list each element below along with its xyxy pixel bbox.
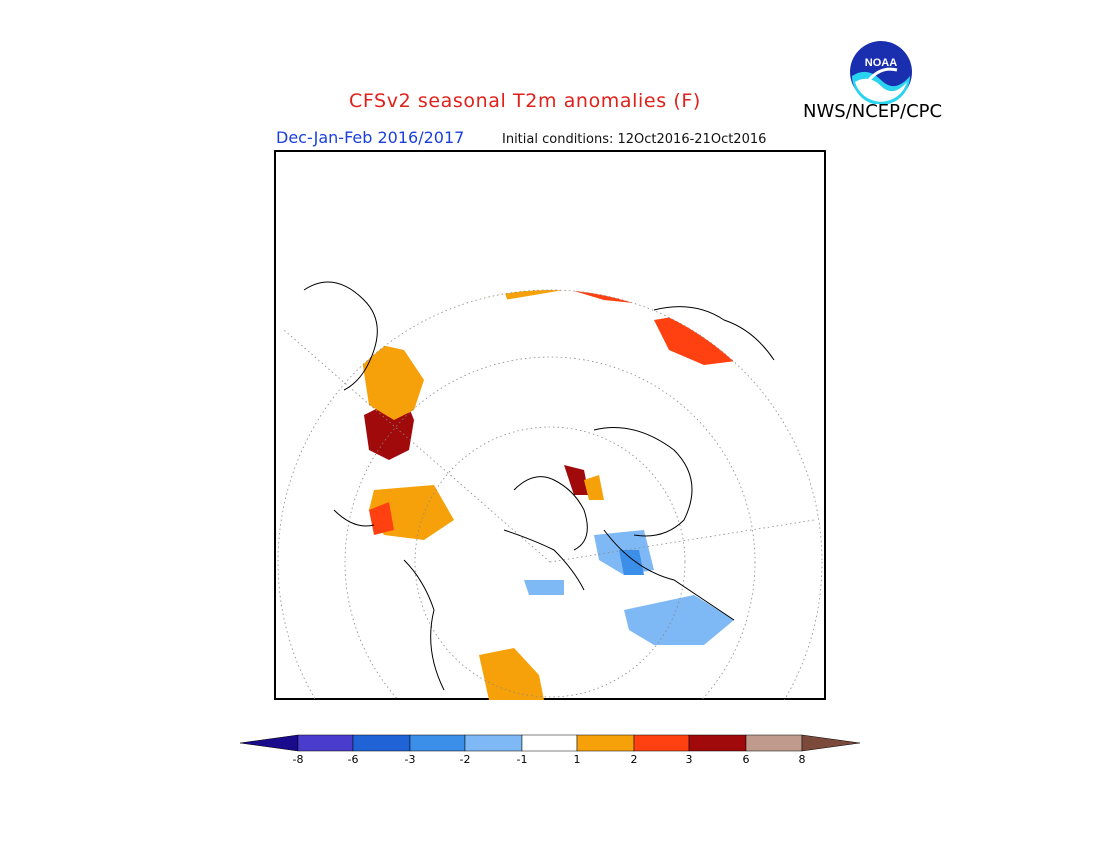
anomaly-region-pacific	[479, 648, 544, 700]
colorbar-tick: -1	[516, 753, 528, 766]
chart-title: CFSv2 seasonal T2m anomalies (F)	[349, 90, 701, 112]
logo-text: NOAA	[865, 57, 897, 69]
colorbar-tick: 1	[573, 753, 581, 766]
anomaly-region-greenland-small-2	[584, 475, 604, 500]
colorbar-tick: 2	[630, 753, 638, 766]
colorbar-bin	[576, 734, 635, 752]
anomaly-region-europe-red	[369, 502, 394, 535]
colorbar-bin	[633, 734, 690, 752]
colorbar-bin	[464, 734, 523, 752]
colorbar-tick: -3	[404, 753, 416, 766]
noaa-logo-icon: NOAA	[850, 41, 912, 104]
colorbar-tick: 3	[685, 753, 693, 766]
colorbar-bin	[745, 734, 803, 752]
colorbar-tick: 6	[742, 753, 750, 766]
colorbar-tick: -8	[292, 753, 304, 766]
colorbar-arrow-right	[801, 734, 861, 752]
anomaly-region-blue-4	[524, 580, 564, 595]
colorbar-tick: -6	[347, 753, 359, 766]
graticule	[277, 289, 823, 700]
colorbar-tick: -2	[459, 753, 471, 766]
colorbar	[239, 734, 861, 752]
season-label: Dec-Jan-Feb 2016/2017	[276, 128, 465, 147]
colorbar-bin	[297, 734, 354, 752]
colorbar-tick: 8	[798, 753, 806, 766]
colorbar-bin	[409, 734, 466, 752]
colorbar-bin	[521, 734, 578, 752]
colorbar-bin	[352, 734, 411, 752]
initial-conditions-label: Initial conditions: 12Oct2016-21Oct2016	[502, 132, 767, 147]
colorbar-bin	[688, 734, 747, 752]
anomaly-region-greenland-orange	[359, 340, 424, 420]
coastlines	[303, 281, 775, 691]
polar-map	[274, 150, 826, 700]
anomaly-region-blue-1	[624, 595, 734, 645]
agency-label: NWS/NCEP/CPC	[803, 101, 943, 122]
anomaly-region-blue-3	[619, 550, 644, 575]
colorbar-arrow-left	[239, 734, 299, 752]
anomaly-region-greenland-small	[564, 465, 589, 495]
